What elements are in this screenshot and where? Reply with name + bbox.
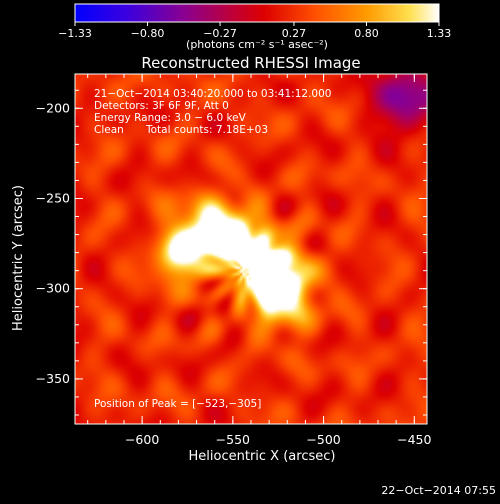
annotation-peak: Position of Peak = [−523,−305]	[94, 398, 261, 410]
x-tick-label: −600	[125, 432, 159, 447]
chart-title: Reconstructed RHESSI Image	[141, 54, 360, 72]
colorbar-tick-label: 0.27	[282, 27, 307, 40]
annotation-time-range: 21−Oct−2014 03:40:20.000 to 03:41:12.000	[94, 88, 331, 100]
annotation-energy: Energy Range: 3.0 − 6.0 keV	[94, 112, 247, 124]
annotation-counts: Total counts: 7.18E+03	[145, 124, 268, 136]
x-axis-ticks: −600 −550 −500 −450	[87, 74, 432, 447]
colorbar-ticks: −1.33 −0.80 −0.27 0.27 0.80 1.33	[58, 22, 451, 40]
y-tick-label: −200	[36, 100, 70, 115]
annotation-detectors: Detectors: 3F 6F 9F, Att 0	[94, 100, 229, 112]
y-tick-label: −300	[36, 281, 70, 296]
heatmap-image	[75, 74, 427, 424]
annotation-method: Clean	[94, 124, 124, 136]
y-axis-ticks: −200 −250 −300 −350	[36, 89, 427, 416]
colorbar-units-label: (photons cm⁻² s⁻¹ asec⁻²)	[186, 38, 328, 51]
colorbar-tick-label: 0.80	[354, 27, 379, 40]
y-tick-label: −250	[36, 190, 70, 205]
colorbar-tick-label: −0.27	[203, 27, 237, 40]
y-tick-label: −350	[36, 371, 70, 386]
colorbar-tick-label: −0.80	[131, 27, 165, 40]
x-tick-label: −450	[397, 432, 431, 447]
colorbar-tick-label: −1.33	[58, 27, 92, 40]
x-tick-label: −550	[216, 432, 250, 447]
colorbar	[74, 3, 440, 23]
y-axis-label: Heliocentric Y (arcsec)	[11, 185, 26, 331]
colorbar-tick-label: 1.33	[427, 27, 452, 40]
footer-timestamp: 22−Oct−2014 07:55	[381, 484, 496, 497]
x-tick-label: −500	[306, 432, 340, 447]
x-axis-label: Heliocentric X (arcsec)	[189, 449, 336, 464]
